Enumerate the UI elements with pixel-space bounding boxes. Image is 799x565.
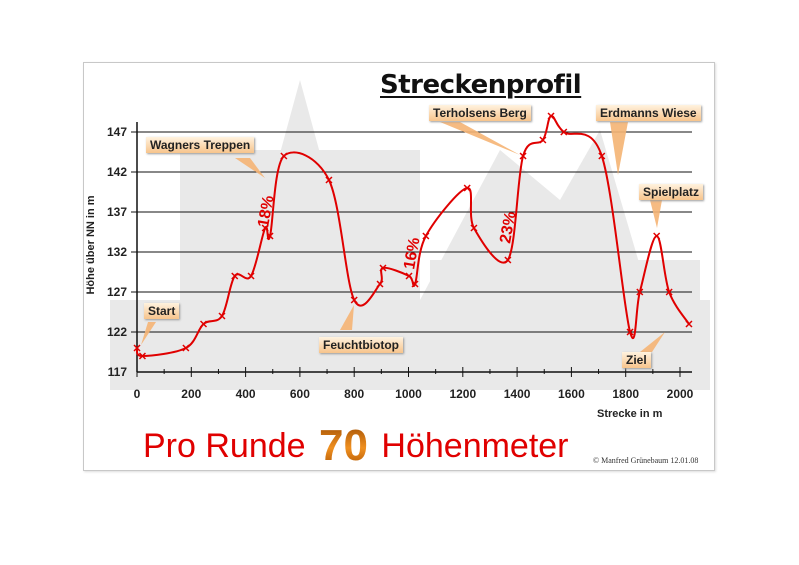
svg-text:1200: 1200 [449, 387, 476, 401]
gridlines [131, 131, 692, 333]
callout-spielplatz: Spielplatz [639, 184, 704, 200]
svg-text:132: 132 [107, 245, 127, 259]
callout-terholsens-berg: Terholsens Berg [429, 105, 531, 121]
svg-text:1800: 1800 [612, 387, 639, 401]
x-axis-ticks: 0 200 400 600 800 1000 1200 1400 1600 1800 2000 [134, 367, 694, 401]
svg-text:122: 122 [107, 325, 127, 339]
svg-text:1400: 1400 [504, 387, 531, 401]
svg-text:127: 127 [107, 285, 127, 299]
callout-start: Start [144, 303, 180, 319]
svg-text:200: 200 [181, 387, 201, 401]
y-axis-ticks: 117 122 127 132 137 142 147 [107, 125, 127, 379]
callout-erdmanns-wiese: Erdmanns Wiese [596, 105, 701, 121]
grade-label-16: 16% [401, 236, 423, 270]
svg-text:0: 0 [134, 387, 141, 401]
svg-text:137: 137 [107, 205, 127, 219]
x-axis-label: Strecke in m [597, 408, 663, 420]
callout-pointers [141, 122, 665, 352]
chart-title: Streckenprofil [380, 70, 582, 100]
svg-text:142: 142 [107, 165, 127, 179]
copyright: © Manfred Grünebaum 12.01.08 [593, 456, 699, 465]
footer-number: 70 [319, 421, 368, 470]
callout-ziel: Ziel [622, 352, 651, 368]
y-axis-label: Höhe über NN in m [85, 195, 97, 295]
svg-text:1600: 1600 [558, 387, 585, 401]
svg-text:1000: 1000 [395, 387, 422, 401]
callout-feuchtbiotop: Feuchtbiotop [319, 337, 403, 353]
svg-text:800: 800 [344, 387, 364, 401]
svg-text:600: 600 [290, 387, 310, 401]
grade-label-18: 18% [255, 194, 277, 228]
svg-text:2000: 2000 [667, 387, 694, 401]
footer-prefix: Pro Runde [143, 427, 306, 465]
footer-suffix: Höhenmeter [381, 427, 569, 465]
data-markers [133, 112, 693, 360]
church-background-illustration [110, 80, 710, 390]
footer-banner: Pro Runde 70 Höhenmeter [143, 418, 569, 470]
grade-label-23: 23% [497, 210, 519, 244]
svg-text:117: 117 [108, 365, 128, 379]
svg-text:147: 147 [107, 125, 127, 139]
callout-wagners-treppen: Wagners Treppen [146, 137, 255, 153]
svg-text:400: 400 [236, 387, 256, 401]
